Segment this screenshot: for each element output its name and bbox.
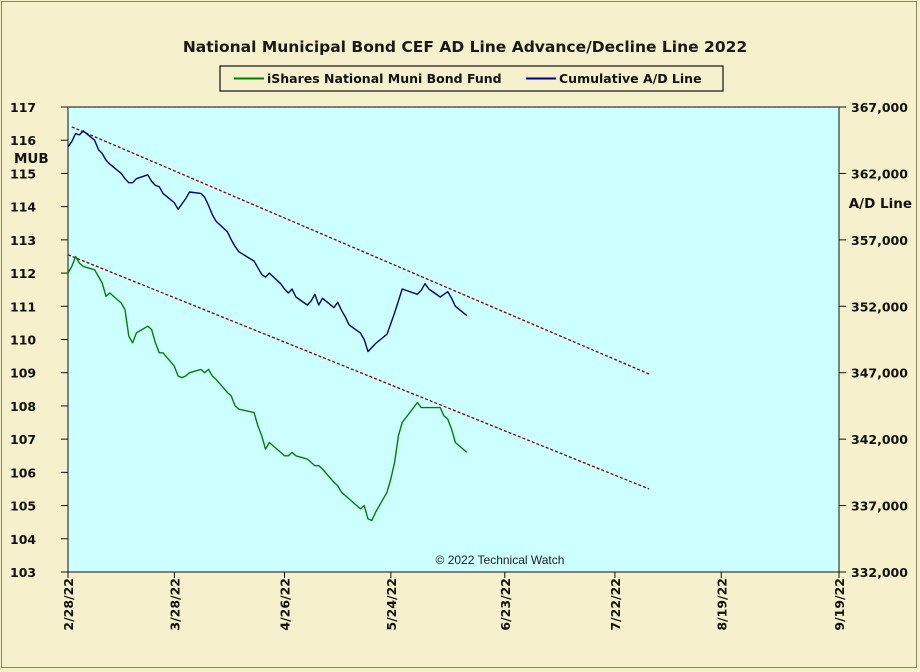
x-tick-label: 8/19/22	[714, 578, 729, 631]
right-axis-label: A/D Line	[849, 196, 912, 212]
right-tick-label: 362,000	[851, 166, 908, 181]
x-tick-label: 6/23/22	[498, 578, 513, 631]
left-tick-label: 114	[10, 200, 36, 215]
left-tick-label: 113	[10, 233, 36, 248]
right-tick-label: 342,000	[851, 432, 908, 447]
legend-label-mub: iShares National Muni Bond Fund	[267, 71, 502, 86]
x-tick-label: 4/26/22	[277, 578, 292, 631]
legend-box	[219, 65, 724, 92]
right-tick-label: 347,000	[851, 366, 908, 381]
right-tick-label: 337,000	[851, 499, 908, 514]
series-line-mub	[67, 255, 468, 522]
x-tick-label: 7/22/22	[608, 578, 623, 631]
left-tick-label: 109	[10, 366, 36, 381]
left-tick-label: 110	[10, 333, 36, 348]
x-tick-label: 5/24/22	[384, 578, 399, 631]
x-tick-label: 2/28/22	[61, 578, 76, 631]
left-axis-label: MUB	[14, 151, 49, 167]
axes-layer: 103 104 105 106 107 108 109 110 111 112 113 114 115 1…	[10, 100, 908, 631]
left-tick-label: 112	[10, 266, 36, 281]
legend: iShares National Muni Bond Fund Cumulati…	[219, 65, 724, 92]
right-tick-label: 332,000	[851, 565, 908, 580]
left-tick-label: 105	[10, 499, 36, 514]
x-tick-label: 9/19/22	[832, 578, 847, 631]
left-tick-label: 103	[10, 565, 36, 580]
trendline	[67, 254, 650, 490]
right-tick-label: 367,000	[851, 100, 908, 115]
left-tick-label: 104	[10, 532, 36, 547]
left-tick-label: 116	[10, 133, 36, 148]
copyright-note: © 2022 Technical Watch	[436, 553, 565, 567]
right-tick-label: 357,000	[851, 233, 908, 248]
left-tick-label: 115	[10, 166, 36, 181]
series-line-ad	[67, 130, 468, 353]
left-tick-label: 111	[10, 299, 36, 314]
left-tick-label: 106	[10, 465, 36, 480]
left-tick-label: 117	[10, 100, 36, 115]
chart-title: National Municipal Bond CEF AD Line Adva…	[183, 38, 747, 56]
legend-label-ad: Cumulative A/D Line	[559, 71, 702, 86]
trendlines-layer	[67, 126, 650, 490]
x-tick-label: 3/28/22	[167, 578, 182, 631]
right-tick-label: 352,000	[851, 299, 908, 314]
left-tick-label: 107	[10, 432, 36, 447]
plot-area	[67, 106, 840, 573]
left-tick-label: 108	[10, 399, 36, 414]
series-layer	[67, 130, 468, 522]
